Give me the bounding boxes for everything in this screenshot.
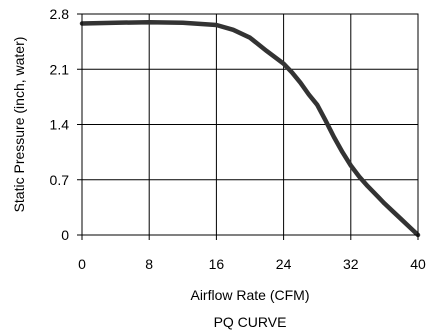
x-axis-title: Airflow Rate (CFM) xyxy=(190,287,309,303)
x-tick-label: 40 xyxy=(410,256,426,272)
pq-curve-line xyxy=(79,20,421,238)
y-tick-label: 0.7 xyxy=(50,172,70,188)
y-axis-title: Static Pressure (inch, water) xyxy=(11,37,27,213)
x-tick-label: 32 xyxy=(343,256,359,272)
chart-title: PQ CURVE xyxy=(214,314,287,330)
x-tick-label: 24 xyxy=(276,256,292,272)
y-axis-ticks: 0 0.7 1.4 2.1 2.8 xyxy=(50,6,82,243)
x-axis-ticks: 0 8 16 24 32 40 xyxy=(78,235,426,272)
y-tick-label: 2.8 xyxy=(50,6,70,22)
y-tick-label: 2.1 xyxy=(50,61,70,77)
series-layer xyxy=(79,20,421,238)
x-tick-label: 0 xyxy=(78,256,86,272)
x-tick-label: 8 xyxy=(145,256,153,272)
gridlines xyxy=(82,14,418,235)
x-tick-label: 16 xyxy=(209,256,225,272)
y-tick-label: 1.4 xyxy=(50,117,70,133)
y-tick-label: 0 xyxy=(61,227,69,243)
